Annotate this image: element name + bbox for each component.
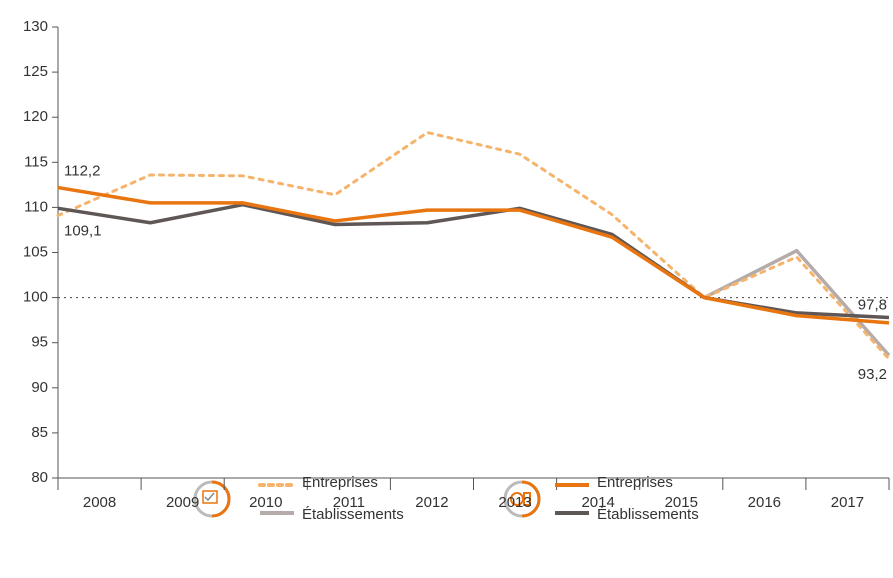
x-tick-label: 2010 bbox=[249, 494, 282, 511]
y-tick-label: 95 bbox=[31, 334, 48, 351]
y-tick-label: 115 bbox=[24, 153, 48, 170]
legend-label: Entreprises bbox=[597, 474, 673, 491]
legend-label: Entreprises bbox=[302, 474, 378, 491]
x-tick-label: 2015 bbox=[665, 494, 698, 511]
series-line bbox=[57, 202, 890, 320]
x-tick-label: 2011 bbox=[333, 494, 365, 511]
x-tick-label: 2017 bbox=[831, 494, 864, 511]
series-line bbox=[57, 185, 890, 325]
y-tick-label: 100 bbox=[23, 289, 48, 306]
y-tick-label: 90 bbox=[31, 379, 48, 396]
x-tick-label: 2016 bbox=[748, 494, 781, 511]
y-tick-label: 110 bbox=[24, 198, 48, 215]
x-tick-label: 2014 bbox=[581, 494, 614, 511]
data-label: 109,1 bbox=[64, 222, 102, 239]
series-line bbox=[56, 131, 891, 361]
y-tick-label: 120 bbox=[23, 108, 48, 125]
x-tick-label: 2012 bbox=[415, 494, 448, 511]
y-tick-label: 80 bbox=[31, 469, 48, 486]
y-tick-label: 125 bbox=[23, 63, 48, 80]
data-label: 93,2 bbox=[858, 366, 887, 383]
y-tick-label: 85 bbox=[31, 424, 48, 441]
data-label: 112,2 bbox=[64, 163, 100, 180]
x-tick-label: 2013 bbox=[498, 494, 531, 511]
y-tick-label: 105 bbox=[23, 243, 48, 260]
legend-icon bbox=[193, 480, 231, 518]
legend-label: Établissements bbox=[302, 506, 404, 523]
legend-icon bbox=[503, 480, 541, 518]
y-tick-label: 130 bbox=[23, 18, 48, 35]
legend-label: Établissements bbox=[597, 506, 699, 523]
x-tick-label: 2008 bbox=[83, 494, 116, 511]
x-tick-label: 2009 bbox=[166, 494, 199, 511]
data-label: 97,8 bbox=[858, 296, 887, 313]
